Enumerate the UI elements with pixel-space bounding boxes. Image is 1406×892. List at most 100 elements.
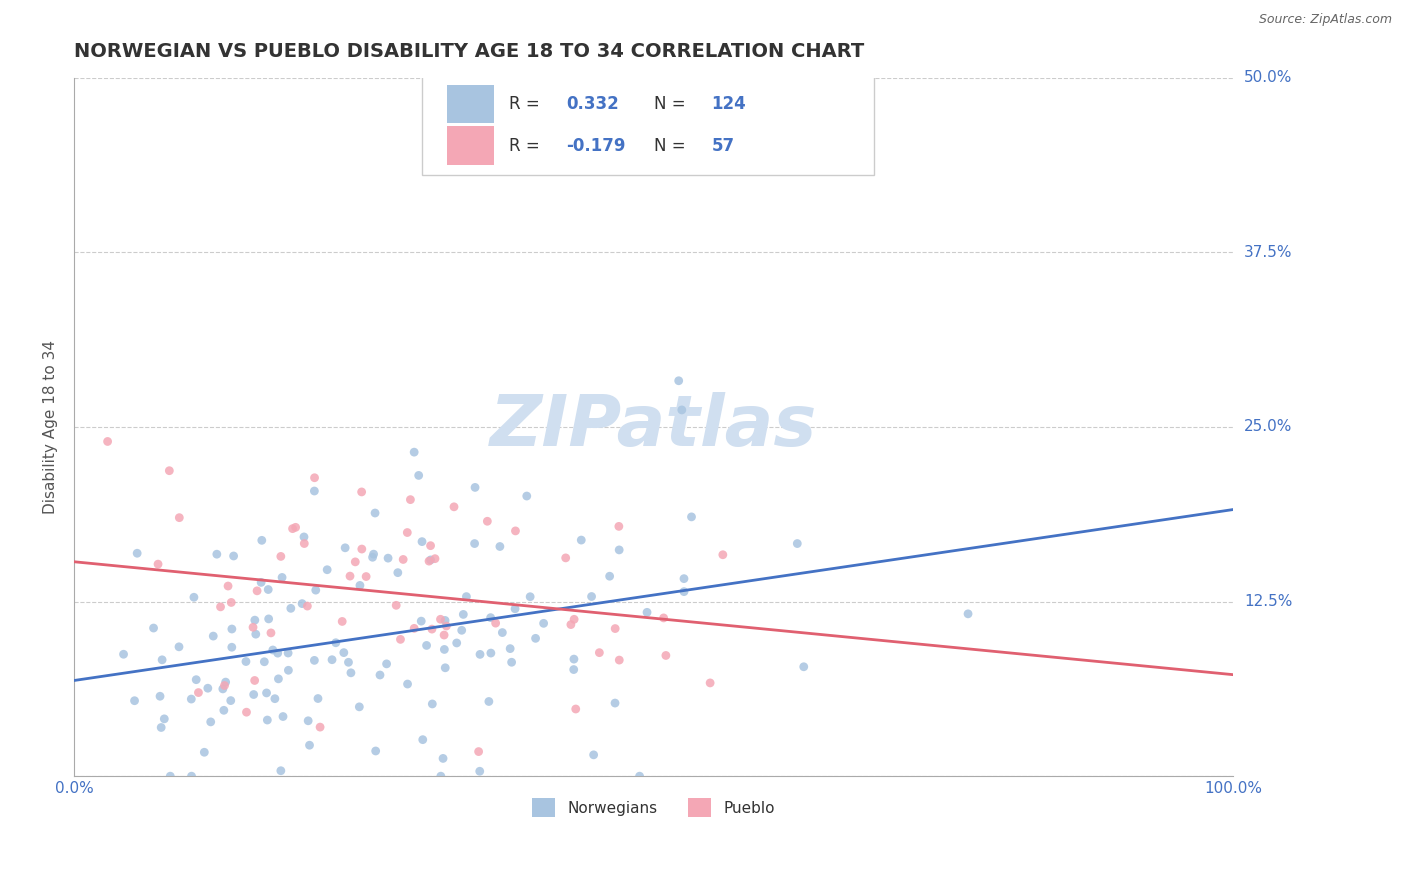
Point [636, 605, 658, 619]
Point [415, 639, 437, 653]
Point [260, 626, 283, 640]
Point [235, 705, 257, 719]
Point [505, 524, 527, 538]
Text: 25.0%: 25.0% [1244, 419, 1292, 434]
Point [411, 534, 433, 549]
Point [277, 646, 299, 660]
Point [389, 632, 412, 647]
Point [672, 584, 695, 599]
Point [304, 483, 326, 498]
Point [304, 653, 326, 667]
Point [408, 468, 430, 483]
Point [711, 548, 734, 562]
Point [325, 636, 347, 650]
Point [554, 550, 576, 565]
Point [420, 622, 443, 636]
Point [219, 595, 242, 609]
Point [112, 647, 135, 661]
Point [209, 599, 232, 614]
Point [169, 510, 191, 524]
Point [270, 764, 292, 778]
Point [292, 530, 315, 544]
Point [404, 621, 426, 635]
Text: 0.332: 0.332 [567, 95, 620, 113]
Y-axis label: Disability Age 18 to 34: Disability Age 18 to 34 [44, 340, 58, 514]
Point [291, 597, 314, 611]
Point [668, 374, 690, 388]
Point [242, 688, 264, 702]
Point [607, 653, 630, 667]
Point [97, 434, 120, 449]
Point [284, 520, 307, 534]
Point [377, 551, 399, 566]
Point [339, 569, 361, 583]
Point [652, 611, 675, 625]
Point [569, 533, 592, 547]
Point [501, 655, 523, 669]
Point [187, 685, 209, 699]
Point [321, 653, 343, 667]
Text: 12.5%: 12.5% [1244, 594, 1292, 609]
Point [418, 554, 440, 568]
Point [180, 692, 202, 706]
Point [456, 590, 478, 604]
Text: N =: N = [654, 137, 685, 155]
Point [242, 620, 264, 634]
FancyBboxPatch shape [422, 63, 873, 176]
Point [433, 642, 456, 657]
Point [235, 655, 257, 669]
Point [468, 648, 491, 662]
Point [211, 681, 233, 696]
Point [364, 744, 387, 758]
Point [562, 663, 585, 677]
Point [257, 582, 280, 597]
Point [364, 506, 387, 520]
Point [387, 566, 409, 580]
Point [434, 661, 457, 675]
Point [450, 624, 472, 638]
Point [477, 514, 499, 528]
Point [443, 500, 465, 514]
Point [446, 636, 468, 650]
Point [267, 646, 290, 660]
Point [267, 672, 290, 686]
Point [150, 721, 173, 735]
Point [499, 641, 522, 656]
Point [607, 519, 630, 533]
Point [655, 648, 678, 663]
Text: N =: N = [654, 95, 685, 113]
Point [423, 551, 446, 566]
Point [349, 578, 371, 592]
Point [262, 643, 284, 657]
Point [432, 751, 454, 765]
Point [478, 694, 501, 708]
Point [603, 696, 626, 710]
Point [671, 403, 693, 417]
Point [429, 612, 451, 626]
Point [270, 549, 292, 564]
Point [149, 690, 172, 704]
Point [264, 691, 287, 706]
Point [146, 557, 169, 571]
Point [153, 712, 176, 726]
Point [277, 663, 299, 677]
FancyBboxPatch shape [447, 127, 494, 165]
Legend: Norwegians, Pueblo: Norwegians, Pueblo [524, 790, 782, 824]
Point [256, 713, 278, 727]
Point [214, 675, 236, 690]
Point [607, 542, 630, 557]
Point [183, 591, 205, 605]
Text: ZIPatlas: ZIPatlas [489, 392, 817, 461]
Point [479, 646, 502, 660]
Point [281, 522, 304, 536]
Point [142, 621, 165, 635]
Point [221, 622, 243, 636]
Point [519, 590, 541, 604]
Point [516, 489, 538, 503]
Point [562, 612, 585, 626]
Point [485, 616, 508, 631]
Text: 37.5%: 37.5% [1244, 244, 1292, 260]
Point [581, 590, 603, 604]
Point [150, 653, 173, 667]
Point [333, 646, 356, 660]
